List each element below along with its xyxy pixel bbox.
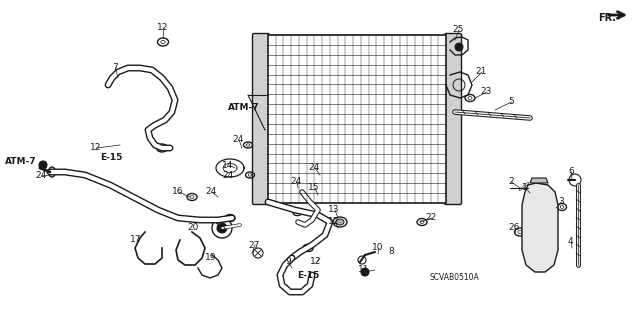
Circle shape <box>361 268 369 276</box>
FancyBboxPatch shape <box>253 33 269 204</box>
Text: SCVAB0510A: SCVAB0510A <box>430 273 480 283</box>
Text: 12: 12 <box>310 257 321 266</box>
Text: E-15: E-15 <box>100 153 122 162</box>
Text: E-15: E-15 <box>297 271 319 280</box>
Text: 11: 11 <box>358 265 369 275</box>
Text: 26: 26 <box>508 224 520 233</box>
Text: 24: 24 <box>35 170 46 180</box>
Text: 24: 24 <box>222 170 233 180</box>
Text: 2: 2 <box>508 177 514 187</box>
Text: 15: 15 <box>308 183 319 192</box>
Text: 12: 12 <box>157 24 168 33</box>
Text: 16: 16 <box>172 188 184 197</box>
Circle shape <box>39 161 47 169</box>
Text: 24: 24 <box>205 188 216 197</box>
Text: 9: 9 <box>285 257 291 266</box>
Text: 21: 21 <box>475 68 486 77</box>
Text: 12: 12 <box>328 218 339 226</box>
Polygon shape <box>522 183 558 272</box>
Text: 6: 6 <box>568 167 573 176</box>
Text: 14: 14 <box>222 160 234 169</box>
Text: 1: 1 <box>522 183 528 192</box>
Text: 19: 19 <box>205 253 216 262</box>
FancyBboxPatch shape <box>445 33 461 204</box>
Text: 4: 4 <box>568 238 573 247</box>
Text: 17: 17 <box>130 235 141 244</box>
Text: 27: 27 <box>248 241 259 249</box>
Text: 23: 23 <box>480 87 492 97</box>
Text: 24: 24 <box>232 136 243 145</box>
Text: 12: 12 <box>90 144 101 152</box>
Text: 22: 22 <box>425 213 436 222</box>
Circle shape <box>455 43 463 51</box>
Text: 24: 24 <box>290 177 301 187</box>
Text: 18: 18 <box>215 224 227 233</box>
Text: 24: 24 <box>308 164 319 173</box>
Text: 20: 20 <box>187 224 198 233</box>
Ellipse shape <box>336 219 344 225</box>
Text: 8: 8 <box>388 248 394 256</box>
Text: 10: 10 <box>372 243 383 253</box>
Text: FR.: FR. <box>598 13 616 23</box>
Circle shape <box>217 223 227 233</box>
Text: 25: 25 <box>452 26 463 34</box>
Text: 7: 7 <box>112 63 118 72</box>
Text: 13: 13 <box>328 205 339 214</box>
Polygon shape <box>530 178 548 183</box>
Bar <box>268 35 446 203</box>
Text: 5: 5 <box>508 98 514 107</box>
Text: ATM-7: ATM-7 <box>5 158 36 167</box>
Text: 3: 3 <box>558 197 564 206</box>
Text: ATM-7: ATM-7 <box>228 103 260 113</box>
